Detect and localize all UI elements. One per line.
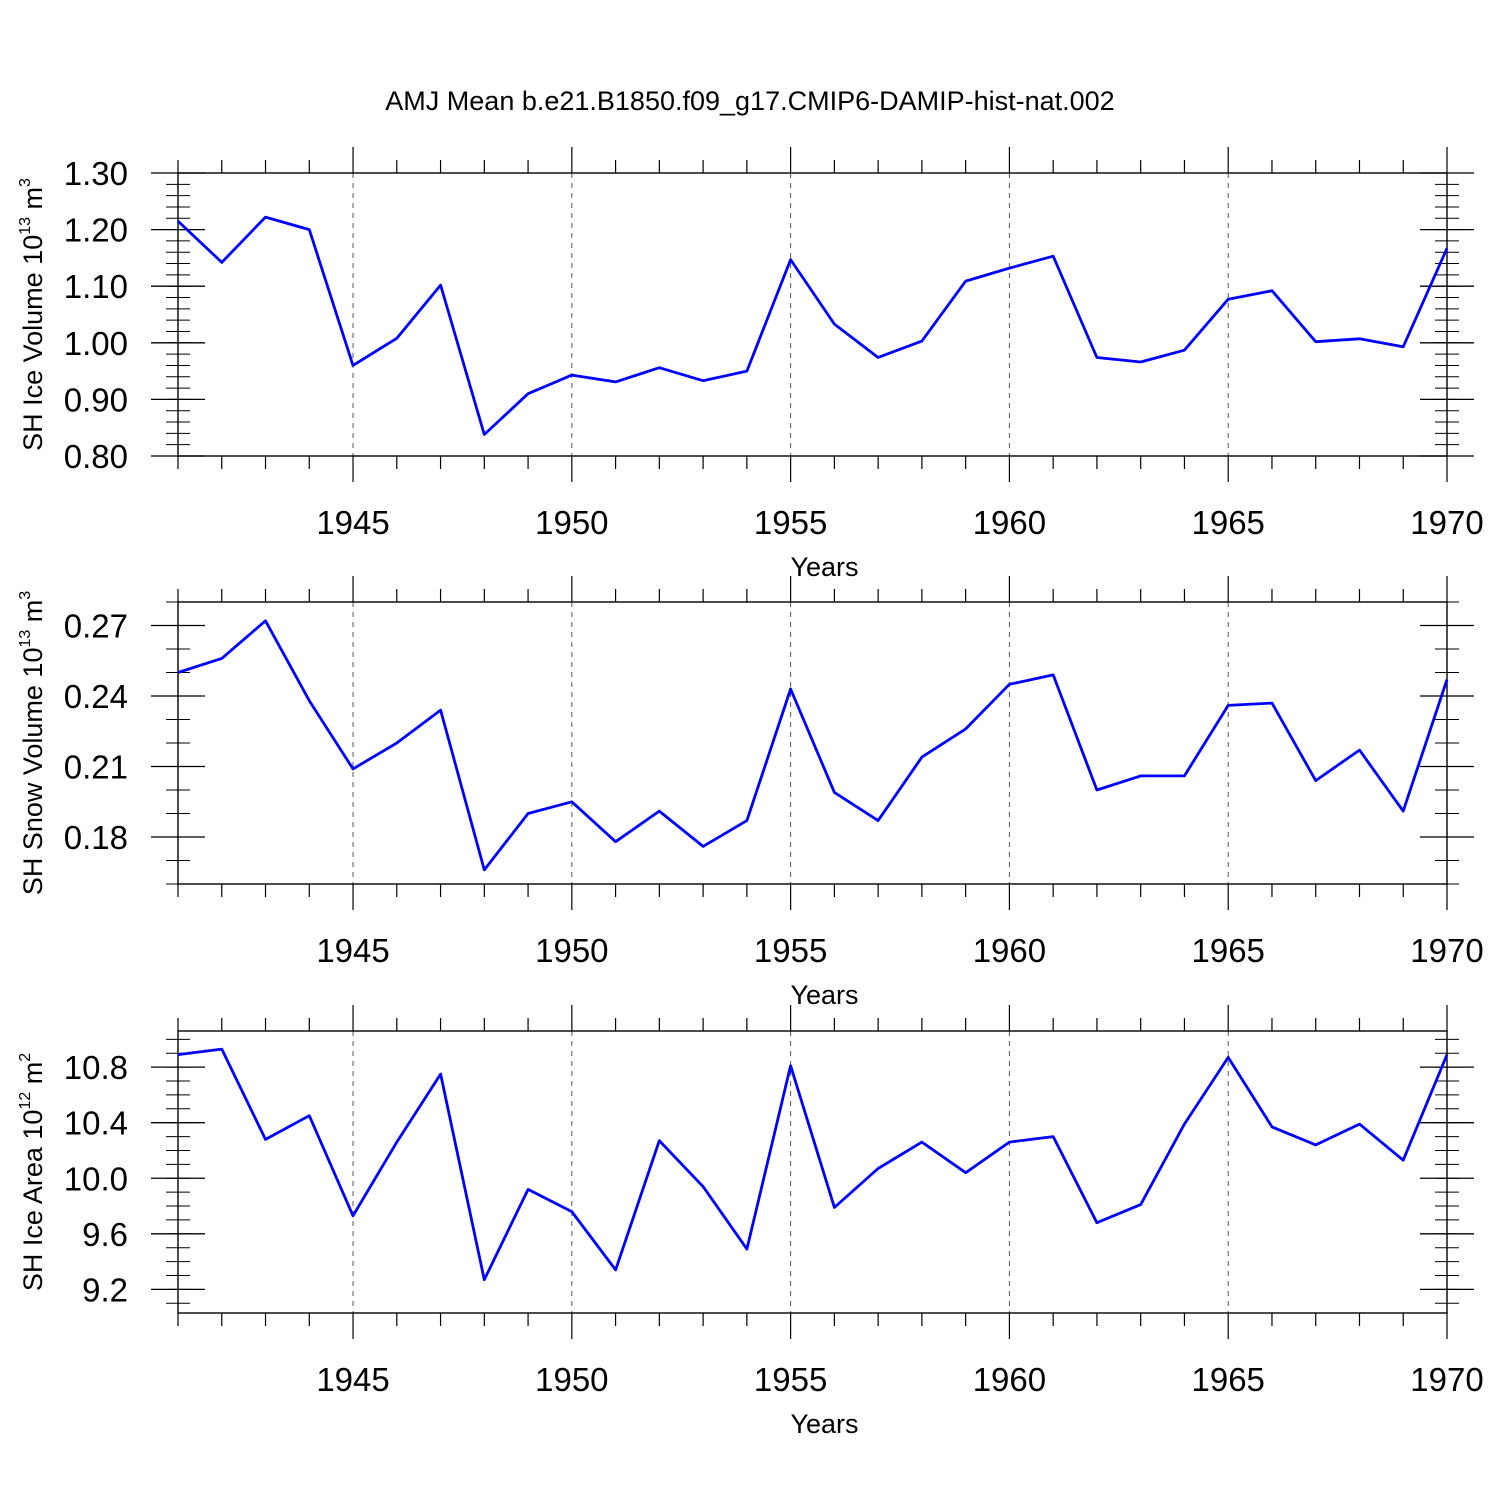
y-tick-label: 0.21	[64, 749, 128, 786]
x-tick-label: 1965	[1191, 932, 1264, 969]
y-tick-label: 0.80	[64, 438, 128, 475]
x-tick-label: 1960	[973, 932, 1046, 969]
x-axis-label: Years	[790, 980, 858, 1010]
x-axis-label: Years	[790, 552, 858, 582]
x-tick-label: 1945	[316, 932, 389, 969]
y-tick-label: 9.2	[82, 1271, 128, 1308]
x-tick-label: 1965	[1191, 1361, 1264, 1398]
y-tick-label: 10.4	[64, 1105, 128, 1142]
series-line	[177, 619, 1449, 872]
y-tick-label: 1.30	[64, 155, 128, 192]
y-tick-label: 1.00	[64, 325, 128, 362]
y-tick-label: 10.0	[64, 1160, 128, 1197]
y-tick-label: 0.18	[64, 819, 128, 856]
x-tick-label: 1955	[754, 504, 827, 541]
x-tick-label: 1950	[535, 932, 608, 969]
x-tick-label: 1960	[973, 1361, 1046, 1398]
y-tick-label: 9.6	[82, 1216, 128, 1253]
y-axis-label: SH Ice Area 1012 m2	[17, 1053, 48, 1291]
x-tick-label: 1950	[535, 1361, 608, 1398]
x-tick-label: 1965	[1191, 504, 1264, 541]
y-tick-label: 0.24	[64, 678, 128, 715]
y-tick-label: 1.20	[64, 212, 128, 249]
plot-frame	[177, 601, 1448, 885]
y-axis-label: SH Ice Volume 1013 m3	[17, 178, 48, 451]
y-tick-label: 1.10	[64, 268, 128, 305]
y-tick-label: 10.8	[64, 1049, 128, 1086]
x-tick-label: 1945	[316, 1361, 389, 1398]
plot-frame	[177, 1030, 1448, 1314]
x-axis-label: Years	[790, 1409, 858, 1439]
x-tick-label: 1970	[1410, 504, 1483, 541]
x-tick-label: 1970	[1410, 1361, 1483, 1398]
x-tick-label: 1950	[535, 504, 608, 541]
x-tick-label: 1945	[316, 504, 389, 541]
chart-panel-1: 0.80 0.90 1.00 1.10 1.20 1.30 1945 1950 1955 1960…	[17, 147, 1484, 582]
y-tick-label: 0.90	[64, 381, 128, 418]
x-tick-label: 1960	[973, 504, 1046, 541]
series-line	[177, 215, 1449, 436]
x-tick-label: 1955	[754, 1361, 827, 1398]
plot-frame	[177, 172, 1448, 457]
figure-title: AMJ Mean b.e21.B1850.f09_g17.CMIP6-DAMIP…	[385, 86, 1115, 116]
series-line	[177, 1047, 1449, 1282]
y-tick-label: 0.27	[64, 608, 128, 645]
chart-panel-3: 9.2 9.6 10.0 10.4 10.8 1945 1950 1955 1960 1965 19…	[17, 1005, 1484, 1439]
x-tick-label: 1970	[1410, 932, 1483, 969]
x-tick-label: 1955	[754, 932, 827, 969]
y-axis-label: SH Snow Volume 1013 m3	[17, 591, 48, 895]
chart-panel-2: 0.18 0.21 0.24 0.27 1945 1950 1955 1960 1965 1970…	[17, 576, 1484, 1010]
